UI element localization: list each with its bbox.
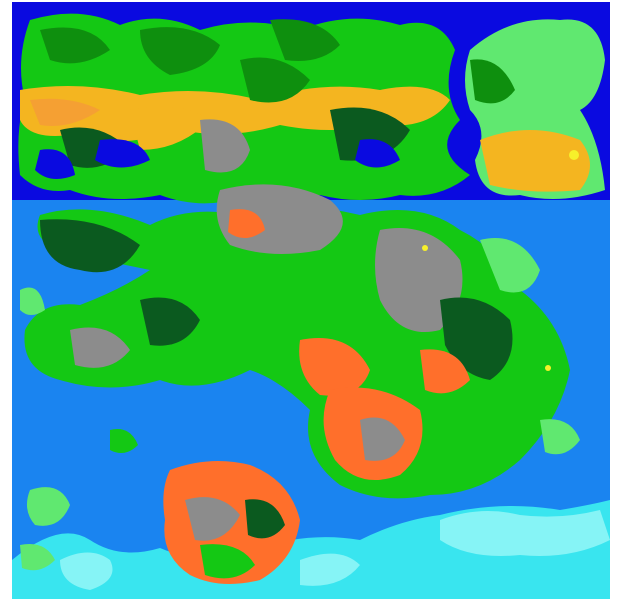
southwest-island — [163, 461, 300, 584]
small-islands — [20, 419, 580, 571]
central-continent — [20, 184, 570, 499]
northeast-island — [465, 19, 605, 199]
northern-landmass — [18, 13, 470, 204]
shallow-water — [12, 500, 610, 599]
